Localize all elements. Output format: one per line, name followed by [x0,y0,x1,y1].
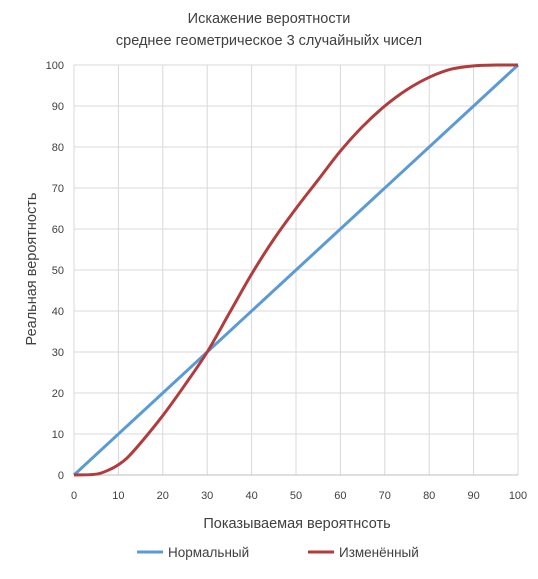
x-tick-label: 40 [245,490,257,502]
x-tick-label: 50 [290,490,302,502]
y-tick-label: 40 [52,306,64,318]
x-tick-label: 20 [157,490,169,502]
legend-label-modified: Изменённый [339,545,419,560]
y-tick-label: 70 [52,183,64,195]
series [72,63,520,477]
y-tick-label: 0 [58,470,64,482]
x-tick-label: 100 [509,490,527,502]
x-tick-label: 60 [334,490,346,502]
legend-label-normal: Нормальный [168,545,249,560]
x-axis-label: Показываемая вероятнсоть [203,516,390,532]
legend: Нормальный Изменённый [137,545,419,560]
x-tick-label: 70 [379,490,391,502]
x-tick-label: 30 [201,490,213,502]
tick-labels: 0 10 20 30 40 50 60 70 80 90 100 0 10 20 30 40 50 60 70 80 9… [46,60,528,502]
y-axis-label: Реальная вероятность [24,193,40,346]
x-tick-label: 80 [423,490,435,502]
y-tick-label: 60 [52,224,64,236]
series-line-normal [72,63,520,477]
x-tick-label: 0 [71,490,77,502]
y-tick-label: 20 [52,388,64,400]
y-tick-label: 90 [52,101,64,113]
chart-title: Искажение вероятности [188,11,351,27]
y-tick-label: 80 [52,142,64,154]
series-line-modified [73,63,519,477]
x-tick-label: 90 [467,490,479,502]
x-tick-label: 10 [112,490,124,502]
y-tick-label: 10 [52,429,64,441]
y-tick-label: 50 [52,265,64,277]
y-tick-label: 30 [52,347,64,359]
y-tick-label: 100 [46,60,64,72]
chart-subtitle: среднее геометрическое 3 случайныйх чисе… [116,33,422,49]
